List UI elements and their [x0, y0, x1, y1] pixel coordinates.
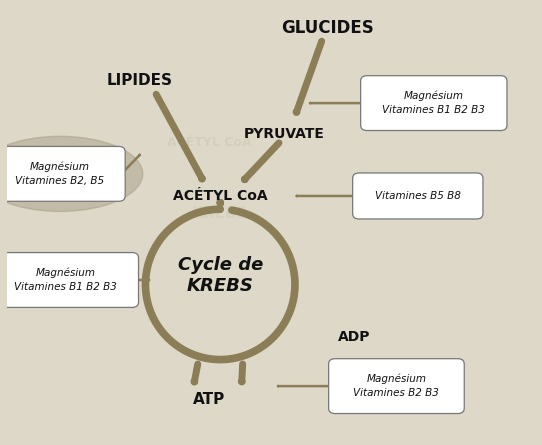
FancyBboxPatch shape	[0, 146, 125, 201]
Text: Vitamines B5 B8: Vitamines B5 B8	[375, 191, 461, 201]
Text: KREBS: KREBS	[192, 206, 248, 221]
Text: Magnésium
Vitamines B1 B2 B3: Magnésium Vitamines B1 B2 B3	[382, 91, 485, 115]
Text: Magnésium
Vitamines B2, B5: Magnésium Vitamines B2, B5	[16, 162, 105, 186]
Text: Cycle de
KREBS: Cycle de KREBS	[178, 256, 263, 295]
Text: Magnésium
Vitamines B1 B2 B3: Magnésium Vitamines B1 B2 B3	[14, 268, 117, 292]
Text: ACÉTYL CoA: ACÉTYL CoA	[173, 189, 268, 203]
Ellipse shape	[0, 136, 143, 211]
Text: PYRUVATE: PYRUVATE	[244, 127, 325, 141]
FancyBboxPatch shape	[328, 359, 464, 413]
Text: ADP: ADP	[338, 331, 370, 344]
Text: ATP: ATP	[193, 392, 225, 407]
FancyBboxPatch shape	[360, 76, 507, 130]
Text: LIPIDES: LIPIDES	[107, 73, 173, 89]
FancyBboxPatch shape	[0, 253, 139, 307]
Text: Magnésium
Vitamines B2 B3: Magnésium Vitamines B2 B3	[353, 374, 440, 398]
Text: ACÉTYL CoA: ACÉTYL CoA	[167, 137, 252, 150]
Text: GLUCIDES: GLUCIDES	[281, 19, 373, 37]
FancyBboxPatch shape	[353, 173, 483, 219]
